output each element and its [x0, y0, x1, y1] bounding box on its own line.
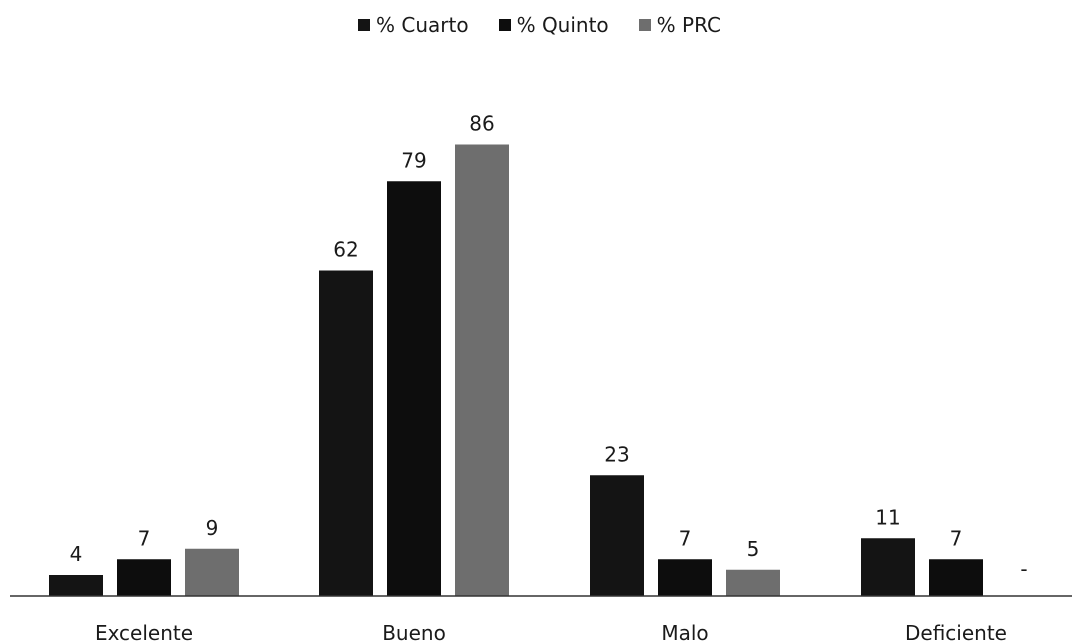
legend-label-cuarto: % Cuarto: [376, 13, 469, 37]
bar-deficiente-quinto: [929, 559, 983, 596]
category-label-malo: Malo: [661, 621, 708, 642]
legend-swatch-cuarto: [358, 19, 371, 31]
category-label-deficiente: Deficiente: [905, 621, 1007, 642]
bar-malo-cuarto: [590, 475, 644, 596]
value-label-deficiente-prc: -: [1020, 557, 1027, 581]
bar-excelente-prc: [185, 548, 239, 596]
bars-group: [49, 144, 983, 596]
legend-label-prc: % PRC: [656, 13, 721, 37]
bar-excelente-cuarto: [49, 575, 103, 596]
category-label-bueno: Bueno: [382, 621, 446, 642]
bar-bueno-cuarto: [319, 270, 373, 596]
bar-malo-prc: [726, 569, 780, 596]
value-label-bueno-quinto: 79: [401, 148, 426, 172]
legend-label-quinto: % Quinto: [516, 13, 609, 37]
value-label-excelente-prc: 9: [206, 516, 219, 540]
bar-deficiente-cuarto: [861, 538, 915, 596]
bar-excelente-quinto: [117, 559, 171, 596]
legend-item-quinto: % Quinto: [498, 13, 609, 37]
value-label-bueno-prc: 86: [469, 112, 494, 136]
bar-bueno-prc: [455, 144, 509, 596]
category-label-excelente: Excelente: [95, 621, 193, 642]
value-label-deficiente-quinto: 7: [950, 526, 963, 550]
value-label-bueno-cuarto: 62: [333, 238, 358, 262]
value-label-deficiente-cuarto: 11: [875, 505, 900, 529]
legend-item-prc: % PRC: [638, 13, 721, 37]
value-label-malo-cuarto: 23: [604, 442, 629, 466]
value-label-excelente-cuarto: 4: [70, 542, 83, 566]
legend: % Cuarto % Quinto % PRC: [0, 10, 1079, 40]
value-label-excelente-quinto: 7: [138, 526, 151, 550]
category-labels-group: Excelente Bueno Malo Deficiente: [95, 621, 1007, 642]
bar-malo-quinto: [658, 559, 712, 596]
value-label-malo-quinto: 7: [679, 526, 692, 550]
legend-swatch-quinto: [498, 19, 511, 31]
legend-item-cuarto: % Cuarto: [358, 13, 469, 37]
bar-bueno-quinto: [387, 181, 441, 596]
value-label-malo-prc: 5: [747, 537, 760, 561]
legend-swatch-prc: [638, 19, 651, 31]
